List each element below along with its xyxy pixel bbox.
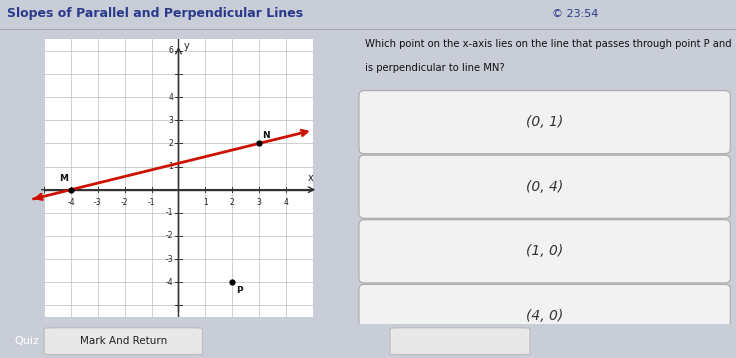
Text: Slopes of Parallel and Perpendicular Lines: Slopes of Parallel and Perpendicular Lin… (7, 7, 303, 20)
Text: P: P (236, 286, 243, 295)
Text: (0, 4): (0, 4) (526, 180, 563, 194)
Text: 4: 4 (169, 93, 173, 102)
Text: -3: -3 (166, 255, 173, 263)
Text: -4: -4 (67, 198, 75, 207)
FancyBboxPatch shape (359, 284, 730, 348)
Text: Which point on the x-axis lies on the line that passes through point P and: Which point on the x-axis lies on the li… (365, 39, 732, 49)
FancyBboxPatch shape (359, 91, 730, 154)
Text: 6: 6 (169, 47, 173, 55)
Text: -2: -2 (121, 198, 129, 207)
Text: (0, 1): (0, 1) (526, 115, 563, 129)
Text: -4: -4 (166, 278, 173, 287)
Text: y: y (183, 41, 189, 51)
Text: Mark And Return: Mark And Return (80, 336, 167, 346)
Text: -1: -1 (166, 208, 173, 217)
FancyBboxPatch shape (390, 328, 530, 354)
Text: Quiz: Quiz (15, 336, 40, 346)
Text: 3: 3 (169, 116, 173, 125)
Text: 3: 3 (257, 198, 261, 207)
Text: 1: 1 (203, 198, 208, 207)
Text: -2: -2 (166, 231, 173, 241)
Text: (4, 0): (4, 0) (526, 309, 563, 323)
FancyBboxPatch shape (44, 328, 202, 354)
Text: 1: 1 (169, 162, 173, 171)
Text: is perpendicular to line MN?: is perpendicular to line MN? (365, 63, 504, 73)
Text: 4: 4 (283, 198, 289, 207)
Text: -3: -3 (94, 198, 102, 207)
Text: (1, 0): (1, 0) (526, 244, 563, 258)
Text: © 23:54: © 23:54 (552, 9, 598, 19)
FancyBboxPatch shape (359, 220, 730, 283)
Text: 2: 2 (169, 139, 173, 148)
Text: M: M (60, 174, 68, 183)
Text: -1: -1 (148, 198, 155, 207)
Text: N: N (262, 131, 269, 140)
FancyBboxPatch shape (359, 155, 730, 218)
Text: x: x (307, 173, 313, 183)
Text: 2: 2 (230, 198, 235, 207)
